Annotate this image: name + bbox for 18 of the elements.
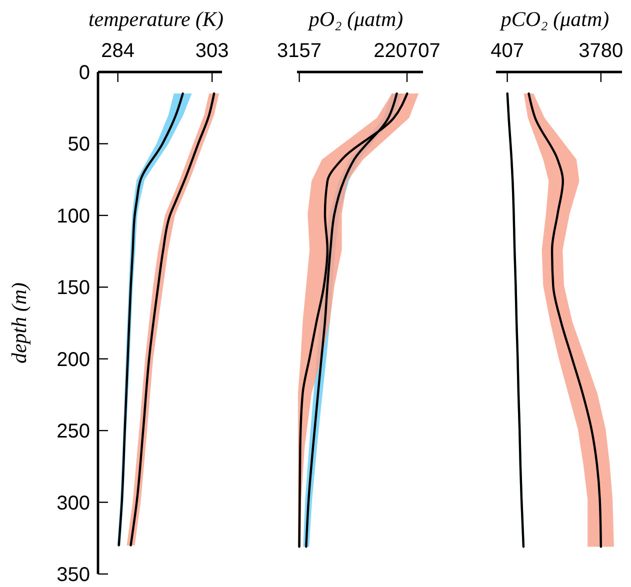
y-tick-label: 100 [56, 205, 90, 228]
y-axis-title: depth (m) [7, 282, 31, 364]
x-tick-label: 303 [195, 40, 229, 62]
x-tick-label: 3157 [277, 40, 322, 62]
y-tick-label: 250 [56, 420, 90, 443]
y-tick-label: 0 [78, 62, 90, 84]
x-tick-label: 284 [101, 40, 135, 62]
y-tick-label: 150 [56, 277, 90, 300]
x-tick-label: 3780 [578, 40, 624, 62]
x-tick-label: 407 [490, 40, 524, 62]
y-tick-label: 300 [56, 492, 90, 514]
y-tick-label: 50 [68, 134, 90, 156]
y-tick-label: 350 [56, 564, 90, 586]
x-axis-title: pCO₂ (μatm) [498, 7, 610, 31]
x-axis-title: temperature (K) [88, 7, 224, 31]
x-tick-label: 220707 [374, 40, 440, 62]
y-tick-label: 200 [56, 348, 90, 371]
x-axis-title: pO₂ (μatm) [306, 7, 404, 31]
